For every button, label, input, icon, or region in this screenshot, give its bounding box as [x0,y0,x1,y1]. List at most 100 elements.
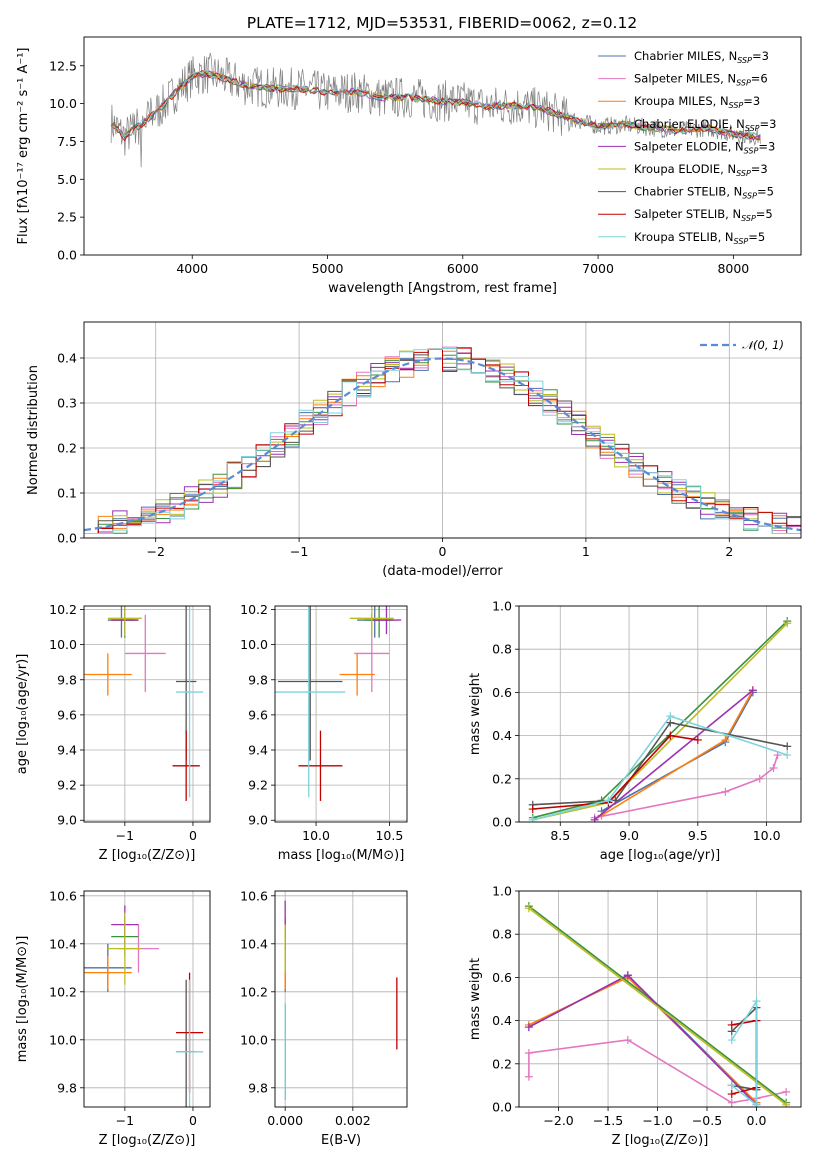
mass-weight-marker [748,686,757,695]
weight-vs-Z-axes: −2.0 −1.5 −1.0 −0.5 0.0 0.0 0.2 0.4 0.6 0.8 1.0 Z [… [468,884,802,1148]
x-tick-label: −1 [116,828,134,843]
mass-weight-line [528,907,787,1106]
x-axis-label: wavelength [Angstrom, rest frame] [328,281,557,296]
age-vs-mass-plot-area [275,606,402,801]
x-tick-label: −1 [116,1113,134,1128]
error-bar-point [277,606,343,761]
error-bar-point [124,614,166,693]
y-tick-label: 1.0 [492,884,512,899]
legend-label: Chabrier STELIB, NSSP=5 [634,185,774,201]
mass-weight-marker [524,1023,533,1032]
y-tick-label: 5.0 [57,172,77,187]
y-tick-label: 0.8 [492,642,512,657]
x-tick-label: 5000 [312,261,344,276]
normal-curve-line [84,357,801,532]
y-tick-label: 10.2 [49,984,77,999]
observed-spectrum-line [110,52,761,168]
figure-title: PLATE=1712, MJD=53531, FIBERID=0062, z=0… [247,14,637,32]
mass-weight-marker [782,1087,791,1096]
y-tick-label: 10.0 [49,637,77,652]
legend-label: 𝒩(0, 1) [742,338,784,352]
y-tick-label: 0.0 [57,531,77,546]
residual-hist-plot-area [84,346,801,534]
x-tick-label: 0.0 [747,1113,767,1128]
error-bar-point [175,606,204,798]
legend-label: Kroupa ELODIE, NSSP=3 [634,162,768,178]
legend-label: Chabrier ELODIE, NSSP=3 [634,117,776,133]
y-tick-label: 9.2 [248,778,268,793]
mass-weight-marker [528,805,537,814]
legend-label: Salpeter STELIB, NSSP=5 [634,207,773,223]
mass-weight-marker [727,1090,736,1099]
x-axis-label: Z [log₁₀(Z/Z⊙)] [612,1133,709,1148]
mass-weight-line [532,721,788,806]
axes-frame [83,890,211,1108]
legend-label: Chabrier MILES, NSSP=3 [634,49,769,65]
mass-weight-marker [524,1049,533,1057]
y-axis-label: mass [log₁₀(M/M⊙)] [15,936,30,1063]
mass-weight-line [532,715,788,821]
x-tick-label: 10.5 [375,828,403,843]
x-tick-label: 0.000 [267,1113,303,1128]
x-tick-label: 4000 [176,261,208,276]
axes-frame [83,36,802,256]
y-tick-label: 10.4 [240,936,268,951]
x-tick-label: −1.5 [593,1113,623,1128]
model-spectrum-line [110,69,761,140]
y-tick-label: 9.8 [248,1080,268,1095]
x-tick-label: −2 [146,544,164,559]
mass-weight-marker [721,787,730,796]
axes-frame [83,321,802,539]
axes-frame [518,605,802,823]
mass-vs-ebv-axes: 0.000 0.002 9.8 10.0 10.2 10.4 10.6 E(B-V) [240,888,408,1148]
mass-weight-marker [666,731,675,740]
x-tick-label: 0.002 [335,1113,371,1128]
mass-weight-marker [693,735,702,744]
weight-vs-Z-plot-area [524,902,791,1107]
y-tick-label: 0.0 [492,815,512,830]
x-tick-label: 8000 [717,261,749,276]
x-tick-label: 9.0 [619,828,639,843]
mass-weight-marker [783,742,792,751]
x-tick-label: 6000 [447,261,479,276]
mass-weight-line [532,734,698,810]
legend-label: Salpeter ELODIE, NSSP=3 [634,139,775,155]
x-tick-label: −1 [290,544,308,559]
y-tick-label: 0.6 [492,685,512,700]
y-tick-label: 0.2 [492,771,512,786]
y-tick-label: 7.5 [57,134,77,149]
axes-frame [274,605,408,823]
y-tick-label: 10.6 [240,888,268,903]
mass-vs-Z-plot-area [84,905,204,1107]
weight-vs-age-plot-area [528,617,792,822]
mass-weight-marker [604,796,613,805]
error-bar-point [175,979,204,1107]
y-tick-label: 9.4 [248,743,268,758]
x-axis-label: Z [log₁₀(Z/Z⊙)] [99,848,196,863]
y-tick-label: 9.6 [248,707,268,722]
mass-weight-marker [721,735,730,744]
x-tick-label: 10.0 [753,828,781,843]
mass-weight-marker [528,815,537,822]
y-tick-label: 0.1 [57,486,77,501]
weight-vs-age-axes: 8.5 9.0 9.5 10.0 0.0 0.2 0.4 0.6 0.8 1.0 age [log₁… [468,599,802,863]
y-tick-label: 0.4 [492,728,512,743]
mass-weight-marker [611,796,620,805]
y-tick-label: 2.5 [57,210,77,225]
mass-weight-marker [727,1081,736,1090]
x-axis-label: mass [log₁₀(M/M⊙)] [278,848,405,863]
axes-frame [518,890,802,1108]
mass-vs-ebv-plot-area [284,900,398,1100]
x-tick-label: 2 [725,544,733,559]
x-tick-label: 1 [582,544,590,559]
spectrum-plot-area [110,52,761,168]
y-tick-label: 9.6 [57,707,77,722]
mass-vs-Z-axes: −1 0 9.8 10.0 10.2 10.4 10.6 Z [log₁₀(Z/Z⊙)] mas… [15,888,211,1148]
y-tick-label: 10.2 [240,984,268,999]
x-tick-label: 0 [189,1113,197,1128]
error-bar-point [107,912,142,985]
y-axis-label: Flux [fλ10⁻¹⁷ erg cm⁻² s⁻¹ A⁻¹] [16,48,31,245]
x-tick-label: −0.5 [692,1113,722,1128]
y-tick-label: 0.8 [492,927,512,942]
